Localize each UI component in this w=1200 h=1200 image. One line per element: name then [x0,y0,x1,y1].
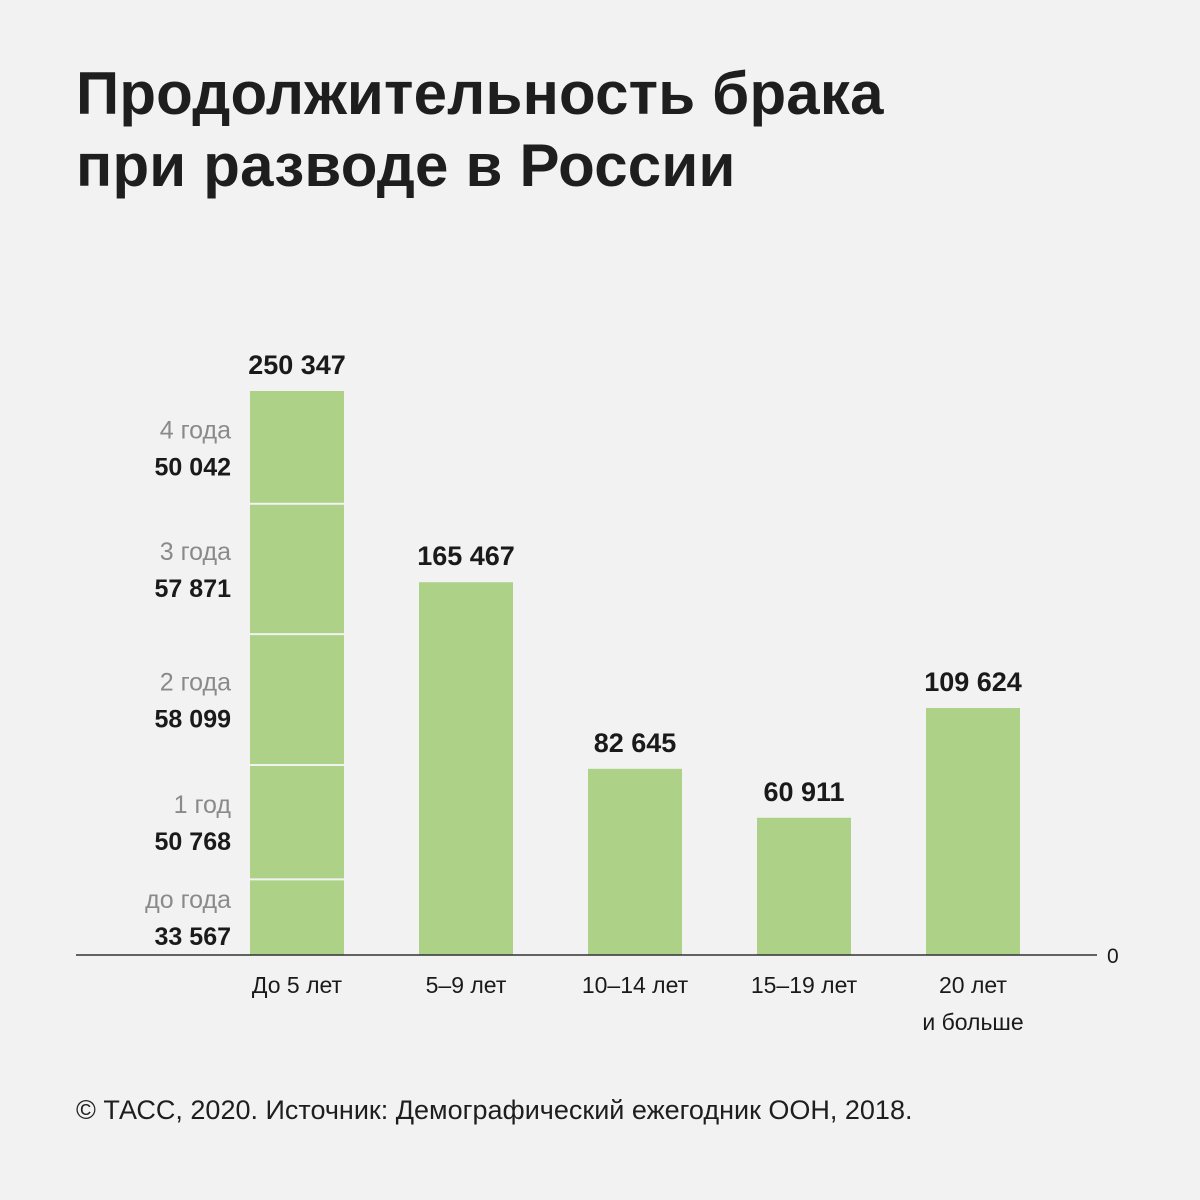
x-tick-label-2: 10–14 лет [582,972,689,998]
x-tick-label-1: 5–9 лет [426,972,507,998]
segment-value-3: 57 871 [155,575,232,603]
bar-2 [588,768,682,955]
segment-label-2: 2 года [160,669,231,697]
chart-title-line-2: при разводе в России [76,132,736,199]
y-axis-zero-label: 0 [1107,945,1119,968]
x-tick-label-4-line-1: 20 лет [939,972,1007,998]
segment-value-4: 50 042 [155,453,231,481]
bar-4 [926,708,1020,955]
x-tick-label-3: 15–19 лет [751,972,858,998]
segment-value-2: 58 099 [155,706,231,734]
chart-title: Продолжительность брака при разводе в Ро… [76,58,1126,202]
bar-value-label-2: 82 645 [594,728,677,758]
x-tick-label-0: До 5 лет [252,972,343,998]
segment-label-3: 3 года [160,538,231,566]
segment-label-1: 1 год [174,791,232,819]
bar-3 [757,817,851,955]
segment-value-0: 33 567 [155,923,231,951]
bar-value-label-4: 109 624 [924,667,1022,697]
bar-value-label-0: 250 347 [248,350,346,380]
x-tick-label-4-line-2: и больше [922,1009,1023,1035]
source-footnote: © ТАСС, 2020. Источник: Демографический … [76,1095,913,1125]
segment-label-0: до года [145,886,231,914]
chart-title-line-1: Продолжительность брака [76,60,884,127]
segment-label-4: 4 года [160,416,231,444]
segment-value-1: 50 768 [155,828,232,856]
bar-1 [419,582,513,955]
bar-0 [250,391,344,955]
bar-value-label-1: 165 467 [417,541,515,571]
bar-value-label-3: 60 911 [763,777,844,807]
